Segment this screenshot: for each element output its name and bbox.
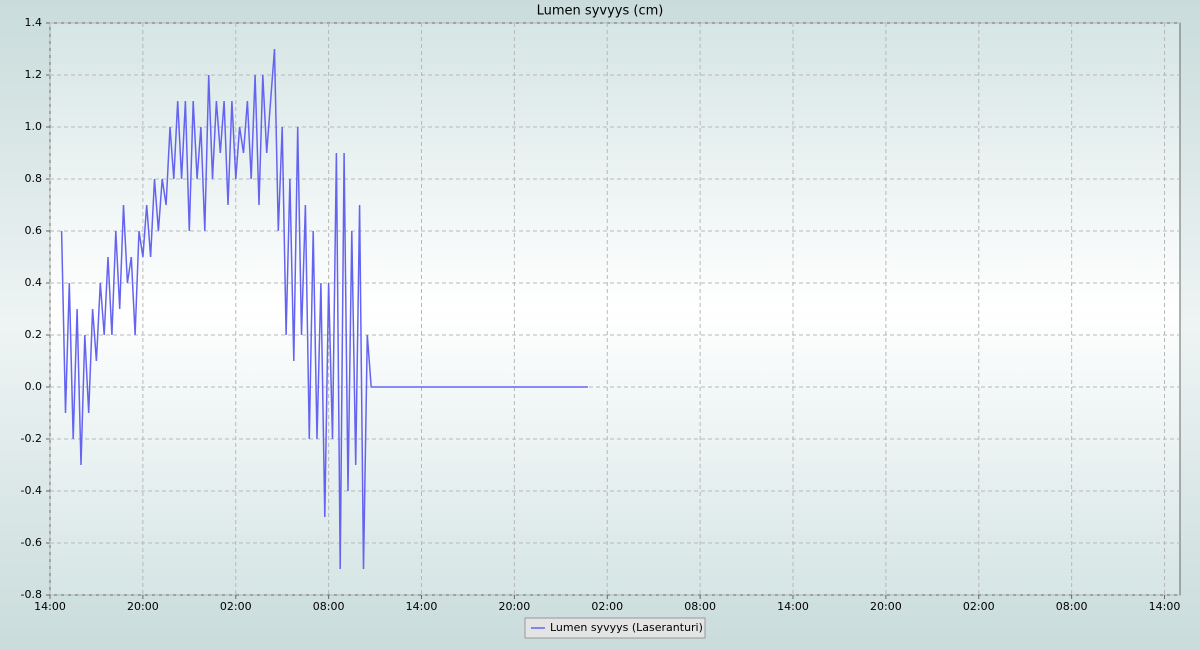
y-tick-label: -0.2 — [21, 432, 42, 445]
x-tick-label: 20:00 — [499, 600, 531, 613]
legend-box — [524, 617, 706, 639]
y-tick-label: 0.0 — [25, 380, 43, 393]
y-tick-label: -0.6 — [21, 536, 42, 549]
y-tick-label: 1.2 — [25, 68, 43, 81]
y-tick-label: 1.0 — [25, 120, 43, 133]
x-tick-label: 14:00 — [406, 600, 438, 613]
data-line — [60, 48, 588, 570]
y-tick-label: 0.2 — [25, 328, 43, 341]
x-tick-label: 02:00 — [963, 600, 995, 613]
y-tick-label: 1.4 — [25, 16, 43, 29]
y-tick-label: 0.6 — [25, 224, 43, 237]
y-tick-label: 0.4 — [25, 276, 43, 289]
y-tick-label: 0.8 — [25, 172, 43, 185]
x-tick-label: 02:00 — [220, 600, 252, 613]
chart-title: Lumen syvyys (cm) — [537, 4, 664, 19]
x-tick-label: 20:00 — [870, 600, 902, 613]
y-tick-label: -0.8 — [21, 588, 42, 601]
x-tick-label: 14:00 — [777, 600, 809, 613]
x-tick-label: 14:00 — [34, 600, 66, 613]
x-tick-label: 02:00 — [591, 600, 623, 613]
x-tick-label: 14:00 — [1149, 600, 1181, 613]
plot-area — [49, 22, 1181, 596]
legend-label: Lumen syvyys (Laseranturi) — [550, 621, 703, 634]
x-tick-label: 20:00 — [127, 600, 159, 613]
x-tick-label: 08:00 — [1056, 600, 1088, 613]
y-tick-label: -0.4 — [21, 484, 42, 497]
x-tick-label: 08:00 — [313, 600, 345, 613]
x-tick-label: 08:00 — [684, 600, 716, 613]
